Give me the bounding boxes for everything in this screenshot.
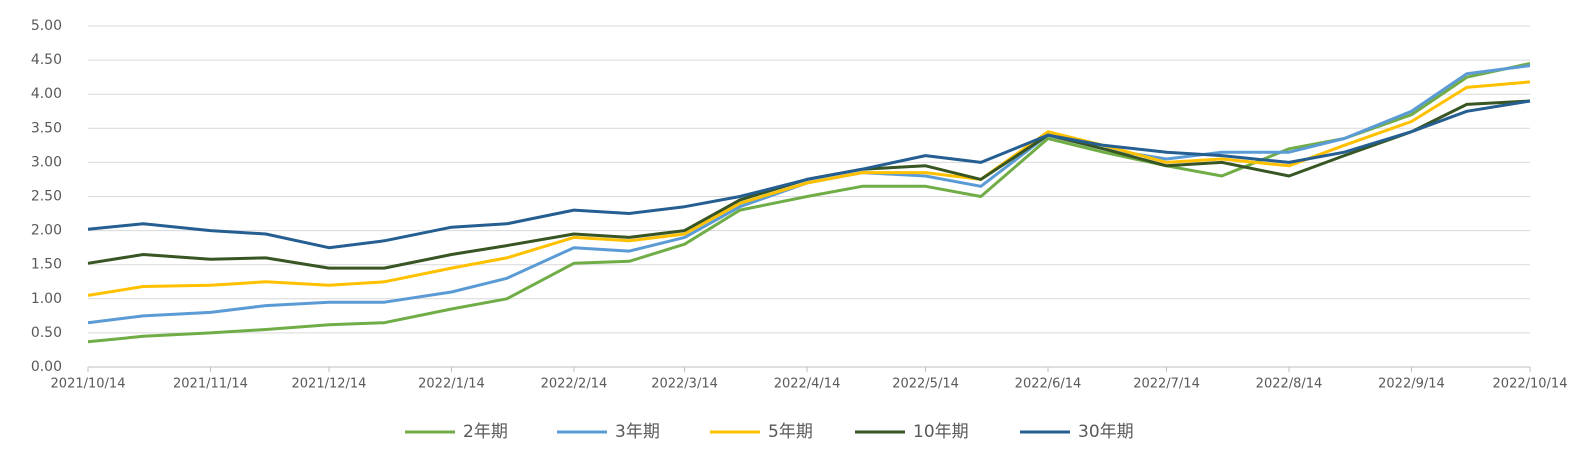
series-line <box>87 62 1531 344</box>
legend-label: 30年期 <box>1078 422 1134 442</box>
series-line <box>87 80 1531 297</box>
x-tick-label: 2022/1/14 <box>418 377 485 392</box>
x-tick-label: 2022/6/14 <box>1015 377 1082 392</box>
y-tick-label: 1.50 <box>31 257 62 273</box>
series-line <box>87 99 1531 250</box>
x-tick-label: 2021/11/14 <box>173 377 248 392</box>
legend-label: 10年期 <box>913 422 969 442</box>
y-tick-label: 2.00 <box>31 223 62 239</box>
x-tick-label: 2022/7/14 <box>1133 377 1200 392</box>
y-tick-label: 5.00 <box>31 18 62 34</box>
legend-label: 3年期 <box>615 422 660 442</box>
x-tick-label: 2021/12/14 <box>292 377 367 392</box>
y-tick-label: 3.00 <box>31 154 62 170</box>
x-tick-label: 2022/9/14 <box>1378 377 1445 392</box>
y-tick-label: 3.50 <box>31 120 62 136</box>
x-tick-label: 2021/10/14 <box>51 377 126 392</box>
y-tick-label: 1.00 <box>31 291 62 307</box>
y-tick-label: 0.50 <box>31 325 62 341</box>
x-tick-label: 2022/8/14 <box>1256 377 1323 392</box>
y-tick-label: 4.00 <box>31 86 62 102</box>
x-tick-label: 2022/2/14 <box>541 377 608 392</box>
legend-label: 5年期 <box>768 422 813 442</box>
x-tick-label: 2022/10/14 <box>1493 377 1568 392</box>
legend-label: 2年期 <box>463 422 508 442</box>
y-tick-label: 0.00 <box>31 359 62 375</box>
x-tick-label: 2022/3/14 <box>651 377 718 392</box>
y-tick-label: 2.50 <box>31 189 62 205</box>
y-tick-label: 4.50 <box>31 52 62 68</box>
x-tick-label: 2022/5/14 <box>892 377 959 392</box>
x-tick-label: 2022/4/14 <box>774 377 841 392</box>
